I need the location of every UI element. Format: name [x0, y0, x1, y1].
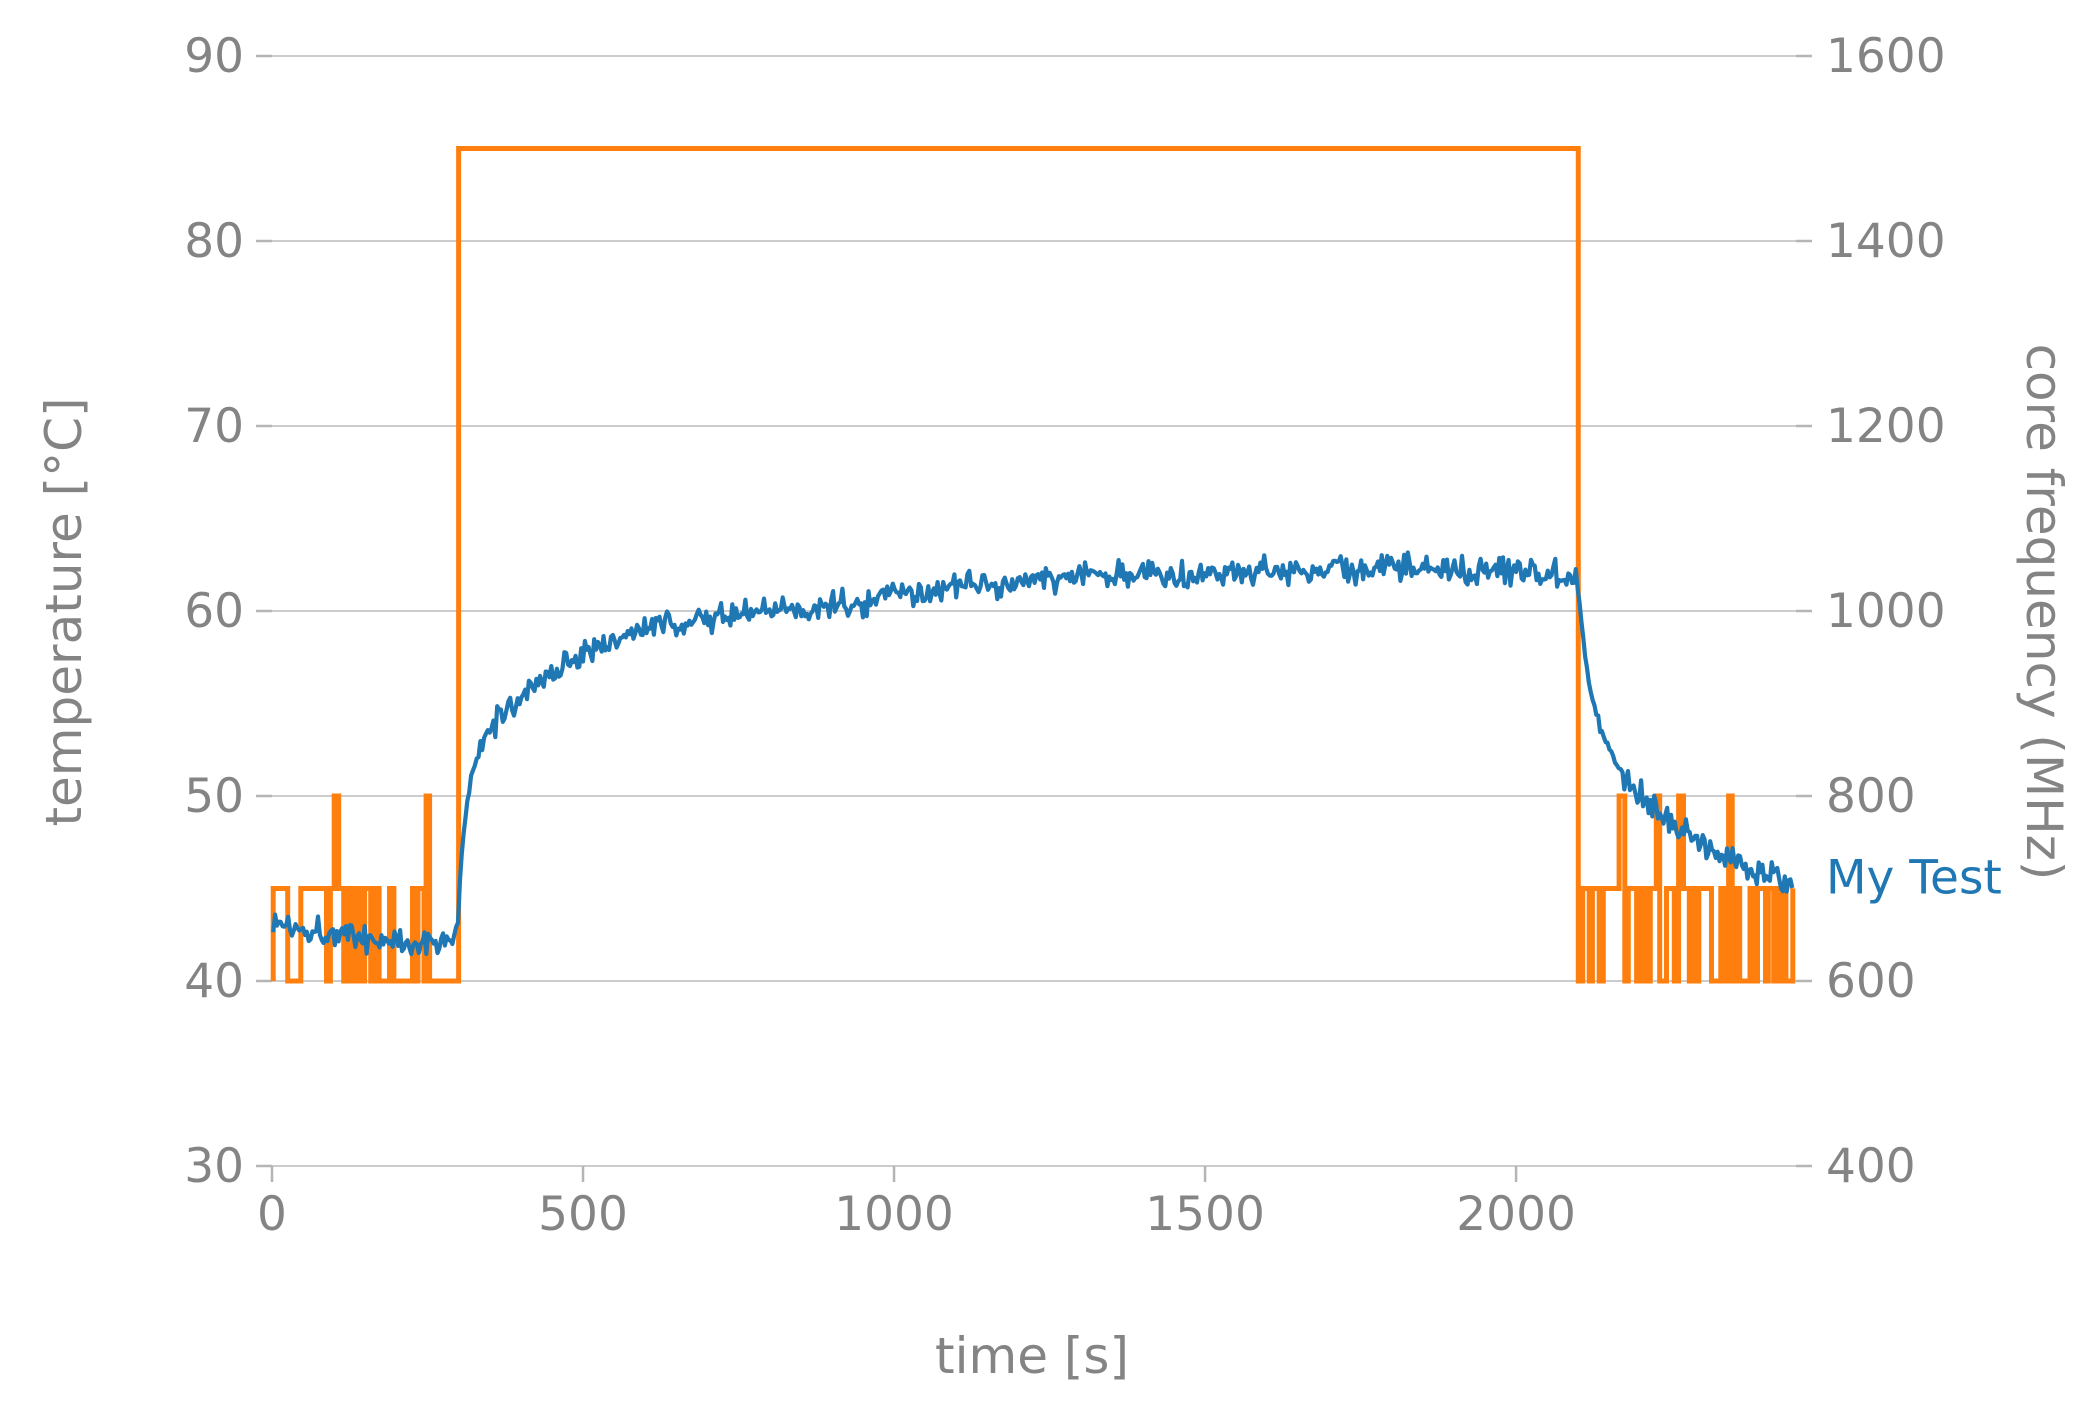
y-tick-label-left: 30: [184, 1139, 244, 1194]
y-tick-label-right: 600: [1826, 954, 1916, 1009]
y-tick-label-right: 1200: [1826, 399, 1946, 454]
x-axis-title: time [s]: [935, 1327, 1129, 1385]
series-label-my-test: My Test: [1826, 850, 2002, 906]
y-tick-label-right: 400: [1826, 1139, 1916, 1194]
y-axis-title-right: core frequency (MHz): [2015, 343, 2073, 881]
y-tick-label-right: 1000: [1826, 584, 1946, 639]
x-tick-label: 2000: [1456, 1187, 1576, 1242]
y-tick-label-left: 40: [184, 954, 244, 1009]
series-temperature-line: [271, 550, 1795, 957]
x-tick-label: 0: [257, 1187, 287, 1242]
y-tick-label-left: 70: [184, 399, 244, 454]
x-tick-label: 1000: [834, 1187, 954, 1242]
y-tick-label-right: 800: [1826, 769, 1916, 824]
series-core-frequency-line: [270, 146, 1796, 984]
y-axis-title-left: temperature [°C]: [35, 397, 93, 827]
y-tick-label-right: 1600: [1826, 29, 1946, 84]
y-tick-label-left: 60: [184, 584, 244, 639]
y-tick-label-left: 50: [184, 769, 244, 824]
y-tick-label-left: 80: [184, 214, 244, 269]
y-tick-label-right: 1400: [1826, 214, 1946, 269]
x-tick-label: 500: [538, 1187, 628, 1242]
y-tick-label-left: 90: [184, 29, 244, 84]
x-tick-label: 1500: [1145, 1187, 1265, 1242]
